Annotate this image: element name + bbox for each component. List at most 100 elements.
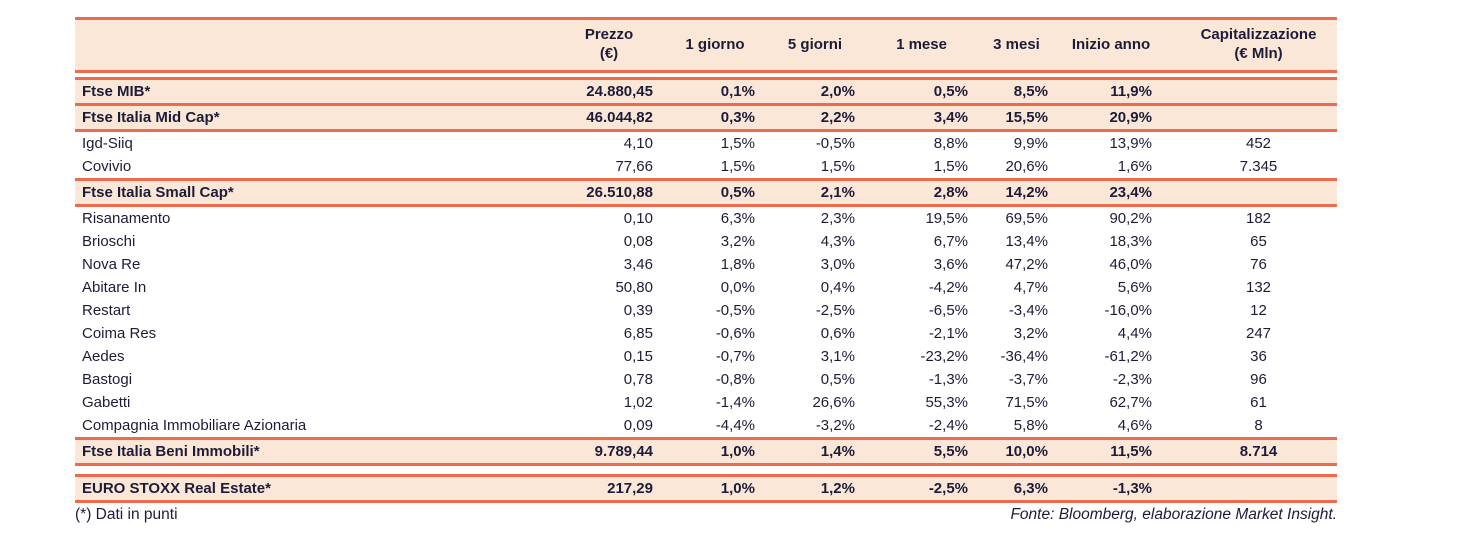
cell: 12 — [1250, 302, 1267, 319]
cell: 13,4% — [1005, 233, 1048, 250]
cell: 247 — [1245, 325, 1272, 342]
cell: 8 — [1254, 417, 1263, 434]
table-row: Ftse Italia Mid Cap* 46.044,82 0,3% 2,2% 3,4… — [75, 106, 1337, 129]
cell: 19,5% — [925, 210, 968, 227]
row-label: Ftse Italia Small Cap* — [82, 184, 234, 201]
row-label: EURO STOXX Real Estate* — [82, 480, 271, 497]
cell: 71,5% — [1005, 394, 1048, 411]
cell: 182 — [1245, 210, 1272, 227]
divider-line — [75, 129, 1337, 132]
cell: 14,2% — [1005, 184, 1048, 201]
cell: -0,7% — [715, 348, 755, 365]
cell: 9.789,44 — [594, 443, 653, 460]
cell: 0,5% — [720, 184, 755, 201]
cell: 217,29 — [607, 480, 653, 497]
cell: 20,6% — [1005, 158, 1048, 175]
cell: 10,0% — [1005, 443, 1048, 460]
cell: 3,2% — [1013, 325, 1048, 342]
cell: -0,5% — [715, 302, 755, 319]
divider-line — [75, 437, 1337, 440]
market-table: Prezzo (€) 1 giorno 5 giorni 1 mese 3 mesi Ini… — [75, 17, 1337, 503]
cell: -2,4% — [928, 417, 968, 434]
header-bottom-border — [75, 70, 1337, 73]
cell: 6,7% — [933, 233, 968, 250]
cell: 3,0% — [820, 256, 855, 273]
row-label: Restart — [82, 302, 131, 319]
cell: 1,8% — [720, 256, 755, 273]
cell: 3,6% — [933, 256, 968, 273]
cell: 20,9% — [1109, 109, 1152, 126]
cell: 26,6% — [812, 394, 855, 411]
cell: 2,8% — [933, 184, 968, 201]
column-header-capitalizzazione: Capitalizzazione (€ Mln) — [1200, 26, 1317, 62]
divider-line — [75, 500, 1337, 503]
divider-line — [75, 474, 1337, 477]
cell: 0,09 — [623, 417, 653, 434]
cell: 0,15 — [623, 348, 653, 365]
table-row: Ftse Italia Beni Immobili* 9.789,44 1,0% 1,… — [75, 440, 1337, 463]
table-row: Igd-Siiq 4,10 1,5% -0,5% 8,8% 9,9% 13,9% 452 — [75, 132, 1337, 155]
table-row: Ftse Italia Small Cap* 26.510,88 0,5% 2,1% 2… — [75, 181, 1337, 204]
cell: 4,10 — [623, 135, 653, 152]
cell: 8,8% — [933, 135, 968, 152]
divider-line — [75, 103, 1337, 106]
cell: -61,2% — [1104, 348, 1152, 365]
cell: 4,7% — [1013, 279, 1048, 296]
divider-line — [75, 178, 1337, 181]
section-gap — [75, 466, 1337, 474]
cell: 1,02 — [623, 394, 653, 411]
cell: 2,1% — [820, 184, 855, 201]
cell: 26.510,88 — [586, 184, 653, 201]
cell: 90,2% — [1109, 210, 1152, 227]
table-row: Coima Res 6,85 -0,6% 0,6% -2,1% 3,2% 4,4% 247 — [75, 322, 1337, 345]
source-note: Fonte: Bloomberg, elaborazione Market In… — [1010, 506, 1337, 523]
cell: 1,0% — [720, 443, 755, 460]
table-row: Ftse MIB* 24.880,45 0,1% 2,0% 0,5% 8,5% 11,9% — [75, 80, 1337, 103]
cell: -3,2% — [815, 417, 855, 434]
row-label: Igd-Siiq — [82, 135, 133, 152]
cell: -1,3% — [928, 371, 968, 388]
cell: 4,4% — [1117, 325, 1152, 342]
cell: 6,3% — [720, 210, 755, 227]
cell: 77,66 — [615, 158, 653, 175]
cell: 46.044,82 — [586, 109, 653, 126]
cell: -6,5% — [928, 302, 968, 319]
table-header-row: Prezzo (€) 1 giorno 5 giorni 1 mese 3 mesi Ini… — [75, 20, 1337, 70]
cell: 4,6% — [1117, 417, 1152, 434]
cell: 13,9% — [1109, 135, 1152, 152]
cell: 1,4% — [820, 443, 855, 460]
column-header-inizio-anno: Inizio anno — [1071, 35, 1151, 53]
row-label: Ftse Italia Mid Cap* — [82, 109, 220, 126]
cell: 8,5% — [1013, 83, 1048, 100]
column-header-prezzo: Prezzo (€) — [584, 26, 634, 62]
cell: 1,5% — [933, 158, 968, 175]
cell: -1,3% — [1112, 480, 1152, 497]
cell: -2,1% — [928, 325, 968, 342]
row-label: Aedes — [82, 348, 125, 365]
cell: 15,5% — [1005, 109, 1048, 126]
cell: 0,0% — [720, 279, 755, 296]
table-row: Compagnia Immobiliare Azionaria 0,09 -4,4%… — [75, 414, 1337, 437]
row-label: Covivio — [82, 158, 132, 175]
cell: 50,80 — [615, 279, 653, 296]
row-label: Abitare In — [82, 279, 147, 296]
cell: 9,9% — [1013, 135, 1048, 152]
row-label: Nova Re — [82, 256, 141, 273]
cell: 0,3% — [720, 109, 755, 126]
cell: 452 — [1245, 135, 1272, 152]
table-row: Covivio 77,66 1,5% 1,5% 1,5% 20,6% 1,6% 7.345 — [75, 155, 1337, 178]
table-row: Bastogi 0,78 -0,8% 0,5% -1,3% -3,7% -2,3% 96 — [75, 368, 1337, 391]
cell: 5,5% — [933, 443, 968, 460]
cell: 0,4% — [820, 279, 855, 296]
cell: 1,5% — [720, 135, 755, 152]
table-top-border — [75, 17, 1337, 20]
cell: 1,6% — [1117, 158, 1152, 175]
cell: 7.345 — [1239, 158, 1278, 175]
cell: 46,0% — [1109, 256, 1152, 273]
cell: -0,6% — [715, 325, 755, 342]
footnote-dati-in-punti: (*) Dati in punti — [75, 506, 178, 523]
cell: 6,3% — [1013, 480, 1048, 497]
cell: -23,2% — [920, 348, 968, 365]
cell: 0,6% — [820, 325, 855, 342]
cell: -4,4% — [715, 417, 755, 434]
